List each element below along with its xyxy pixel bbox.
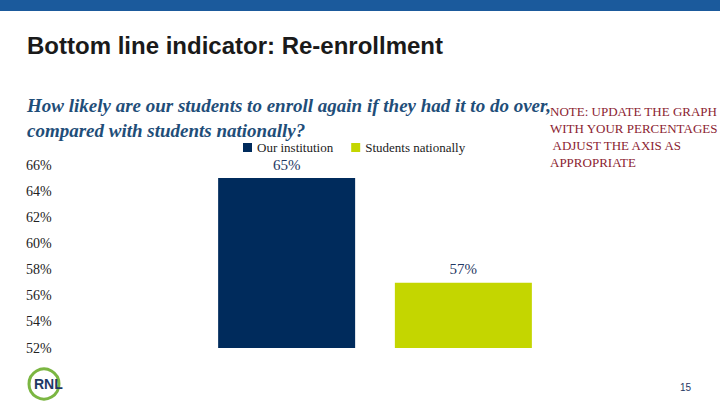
svg-text:58%: 58% — [26, 262, 52, 277]
svg-text:64%: 64% — [26, 184, 52, 199]
svg-text:Our institution: Our institution — [257, 140, 334, 155]
svg-text:ADJUST THE AXIS AS: ADJUST THE AXIS AS — [550, 138, 684, 153]
svg-text:Students nationally: Students nationally — [365, 140, 466, 155]
svg-text:RNL: RNL — [34, 376, 63, 392]
svg-text:62%: 62% — [26, 210, 52, 225]
svg-text:compared with students nationa: compared with students nationally? — [27, 120, 305, 141]
svg-text:65%: 65% — [273, 157, 301, 173]
svg-text:52%: 52% — [26, 341, 52, 356]
svg-text:57%: 57% — [450, 261, 478, 277]
svg-text:NOTE: UPDATE THE GRAPH: NOTE: UPDATE THE GRAPH — [550, 104, 720, 119]
svg-text:66%: 66% — [26, 158, 52, 173]
svg-text:APPROPRIATE: APPROPRIATE — [550, 155, 636, 170]
svg-text:WITH YOUR PERCENTAGES AND: WITH YOUR PERCENTAGES AND — [550, 121, 720, 136]
svg-text:54%: 54% — [26, 314, 52, 329]
svg-text:15: 15 — [680, 382, 692, 393]
svg-text:How likely are our students to: How likely are our students to enroll ag… — [26, 95, 556, 116]
svg-text:60%: 60% — [26, 236, 52, 251]
svg-text:56%: 56% — [26, 288, 52, 303]
svg-text:Bottom line indicator: Re-enro: Bottom line indicator: Re-enrollment — [27, 32, 443, 59]
